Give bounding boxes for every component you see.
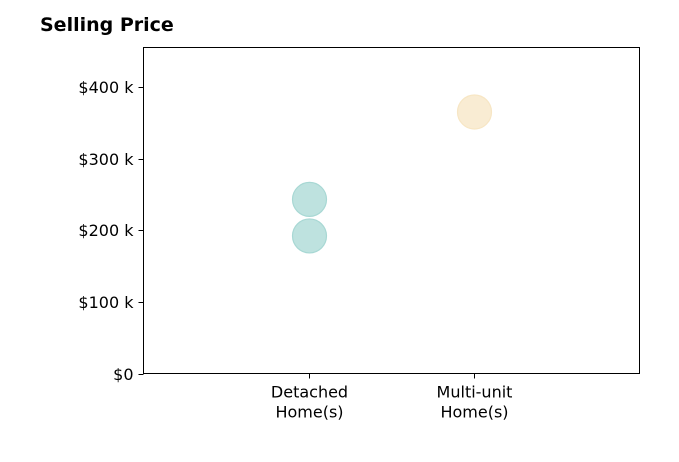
data-point xyxy=(291,181,328,217)
x-tick-label-line: Home(s) xyxy=(275,403,343,422)
x-tick-label-line: Detached xyxy=(271,383,348,402)
y-tick-label: $100 k xyxy=(78,293,134,312)
y-tick-label: $200 k xyxy=(78,221,134,240)
x-tick-label-line: Home(s) xyxy=(440,403,508,422)
y-tick-label: $400 k xyxy=(78,78,134,97)
x-axis: Detached Home(s)Multi-unit Home(s) xyxy=(271,373,513,422)
x-tick-label-line: Multi-unit xyxy=(437,383,513,402)
x-tick-label: Detached Home(s) xyxy=(271,383,348,422)
data-point xyxy=(291,218,328,254)
data-points xyxy=(291,94,493,254)
data-point xyxy=(456,94,493,130)
y-tick-label: $300 k xyxy=(78,150,134,169)
plot-area-frame xyxy=(143,47,640,374)
y-axis: $0 $100 k $200 k $300 k $400 k xyxy=(78,78,144,384)
y-tick-label: $0 xyxy=(113,365,133,384)
chart-title: Selling Price xyxy=(40,14,174,36)
x-tick-label: Multi-unit Home(s) xyxy=(437,383,513,422)
